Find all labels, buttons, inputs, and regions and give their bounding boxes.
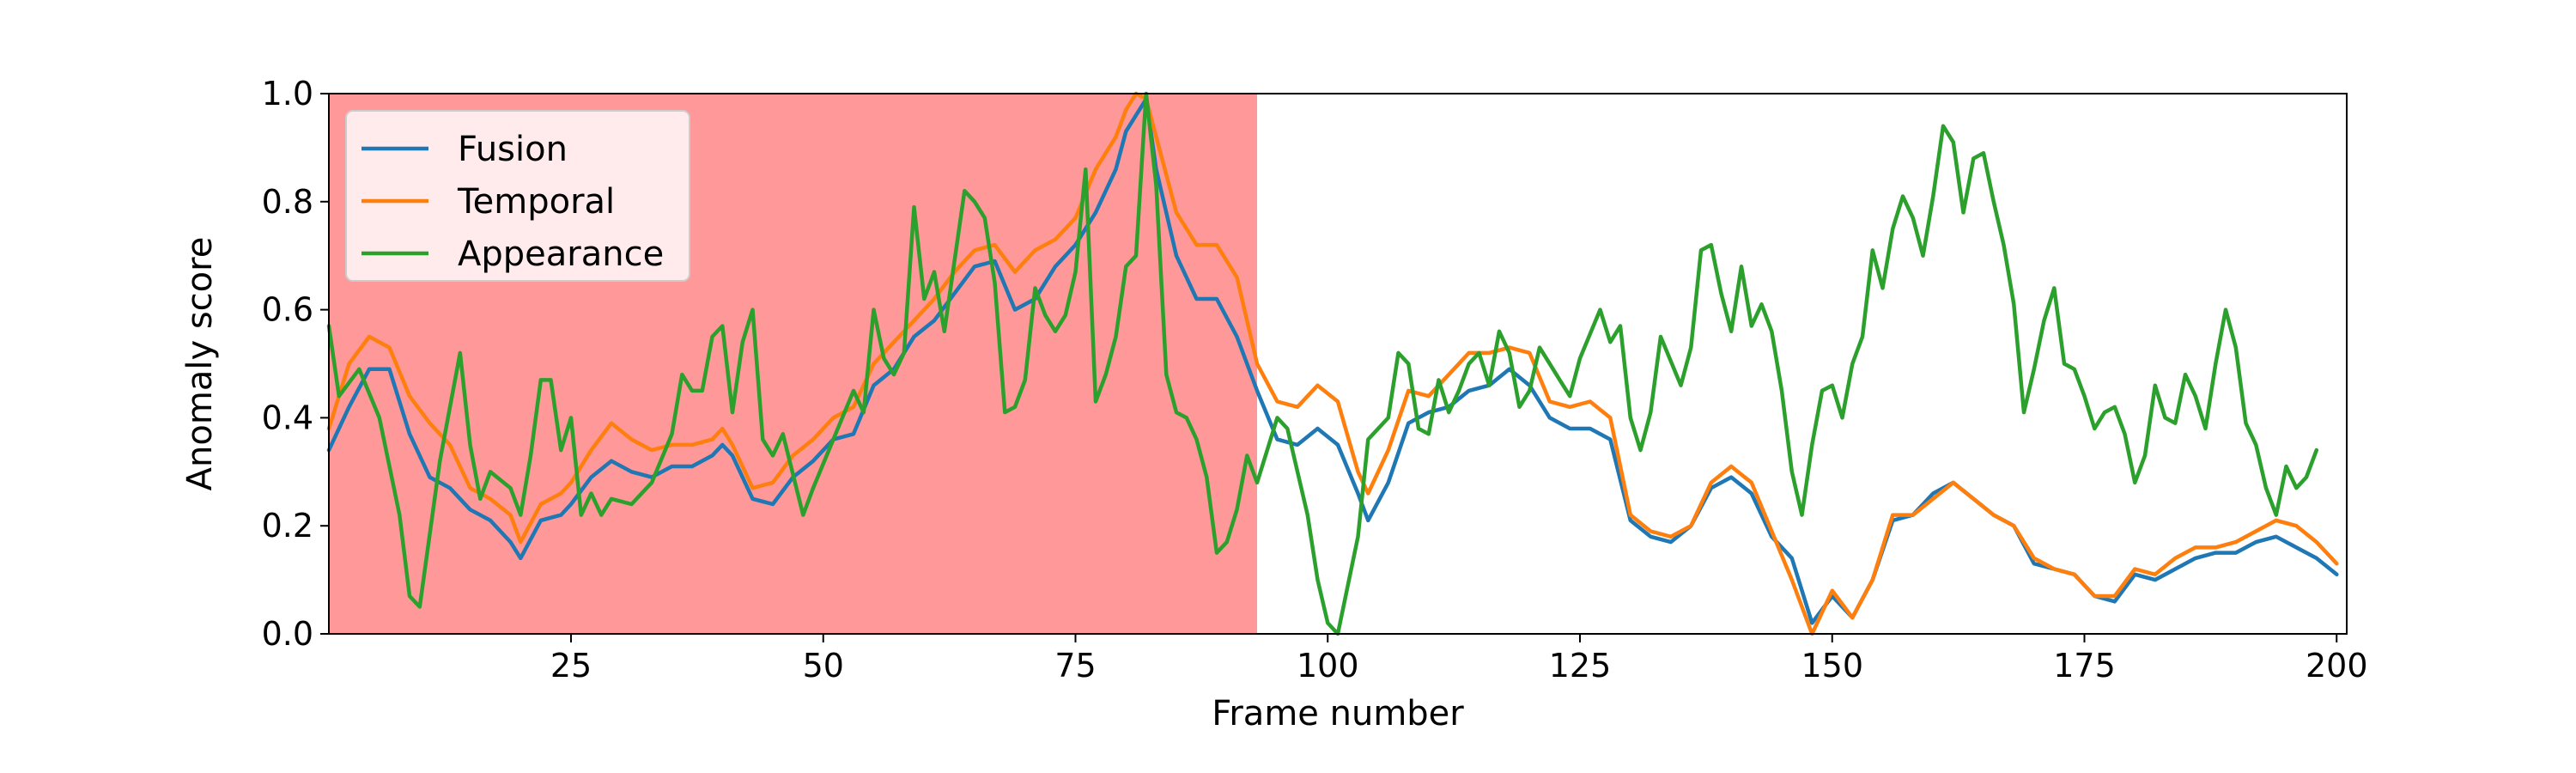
x-tick-label: 125 — [1549, 647, 1612, 685]
x-tick-label: 200 — [2306, 647, 2368, 685]
x-tick-label: 25 — [550, 647, 592, 685]
x-tick-label: 100 — [1297, 647, 1359, 685]
y-tick-label: 0.4 — [262, 399, 313, 436]
x-tick-label: 175 — [2053, 647, 2116, 685]
x-tick-label: 150 — [1801, 647, 1863, 685]
legend: Fusion Temporal Appearance — [345, 110, 690, 282]
series-line-temporal — [326, 91, 2339, 636]
y-tick-label: 0.0 — [262, 615, 313, 653]
legend-label-fusion: Fusion — [458, 130, 568, 169]
x-tick-label: 75 — [1054, 647, 1096, 685]
y-tick-label: 0.2 — [262, 507, 313, 545]
y-axis-title: Anomaly score — [180, 237, 220, 491]
y-tick-label: 0.6 — [262, 291, 313, 329]
legend-box — [345, 110, 690, 282]
legend-label-appearance: Appearance — [458, 234, 664, 274]
y-tick-label: 0.8 — [262, 183, 313, 221]
x-tick-label: 50 — [803, 647, 844, 685]
x-axis: 25 50 75 100 125 150 175 200 — [550, 634, 2368, 685]
x-axis-title: Frame number — [1212, 694, 1464, 733]
y-axis: 0.0 0.2 0.4 0.6 0.8 1.0 — [262, 75, 329, 653]
y-tick-label: 1.0 — [262, 75, 313, 113]
axes-frame — [328, 93, 2348, 635]
series-line-appearance — [326, 91, 2319, 636]
series-layer — [326, 91, 2339, 636]
legend-label-temporal: Temporal — [457, 182, 615, 222]
